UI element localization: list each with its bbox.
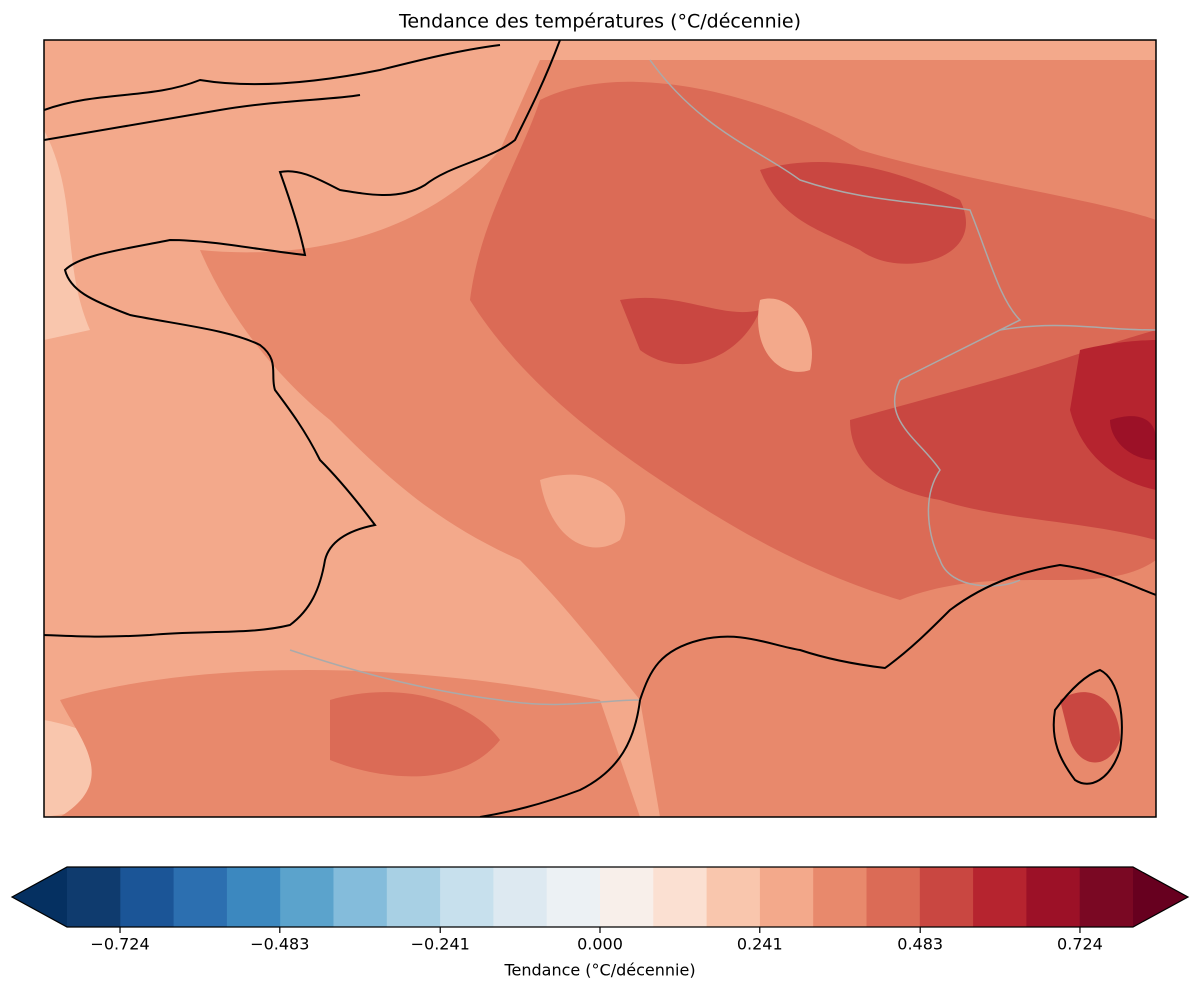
colorbar-segment	[67, 867, 121, 927]
map-frame	[43, 39, 1157, 818]
colorbar-segment	[440, 867, 494, 927]
colorbar-segment	[600, 867, 654, 927]
borders	[289, 59, 1156, 706]
coast-line	[639, 563, 1156, 701]
coast-line	[44, 40, 561, 638]
coast-line	[44, 94, 361, 141]
field-zone	[330, 692, 500, 777]
border-line	[999, 324, 1156, 331]
colorbar-tick-label: 0.483	[897, 935, 943, 954]
colorbar-segment	[973, 867, 1027, 927]
colorbar-tick-label: −0.241	[411, 935, 470, 954]
colorbar-segment	[706, 867, 761, 927]
colorbar: −0.724 −0.483 −0.241 0.000 0.241 0.483 0.724	[10, 866, 1190, 954]
colorbar-tick-label: −0.483	[250, 935, 309, 954]
colorbar-tick-label: 0.241	[737, 935, 783, 954]
colorbar-segment	[919, 867, 974, 927]
field-zone	[1060, 692, 1120, 763]
field-zone	[758, 298, 812, 372]
colorbar-segment	[759, 867, 814, 927]
colorbar-segment	[1079, 867, 1134, 927]
corsica-coast	[1052, 668, 1123, 785]
field-zone	[540, 474, 626, 548]
colorbar-segment	[333, 867, 388, 927]
colorbar-outline	[10, 866, 1190, 928]
colorbar-segment	[546, 867, 601, 927]
coastlines	[44, 40, 1156, 817]
colorbar-segment	[173, 867, 228, 927]
colorbar-segment	[280, 867, 334, 927]
colorbar-extend-under	[12, 867, 67, 927]
colorbar-segment	[386, 867, 441, 927]
field-zone	[620, 297, 760, 365]
colorbar-segment	[120, 867, 175, 927]
colorbar-segment	[226, 867, 281, 927]
coast-line	[479, 699, 641, 817]
colorbar-label: Tendance (°C/décennie)	[503, 961, 695, 980]
field-zone	[760, 161, 967, 264]
field-zone	[1110, 416, 1156, 460]
colorbar-tick-label: 0.000	[577, 935, 623, 954]
colorbar-tick-label: 0.724	[1057, 935, 1103, 954]
colorbar-segment	[866, 867, 921, 927]
colorbar-segment	[813, 867, 867, 927]
field-zone	[44, 130, 90, 340]
map-title: Tendance des températures (°C/décennie)	[398, 11, 801, 33]
colorbar-extend-over	[1133, 867, 1188, 927]
colorbar-segment	[1026, 867, 1081, 927]
trend-field	[44, 40, 1156, 817]
colorbar-segment	[653, 867, 708, 927]
colorbar-tick-label: −0.724	[90, 935, 149, 954]
coast-line	[44, 44, 501, 111]
border-line	[289, 649, 641, 706]
colorbar-segment	[493, 867, 548, 927]
